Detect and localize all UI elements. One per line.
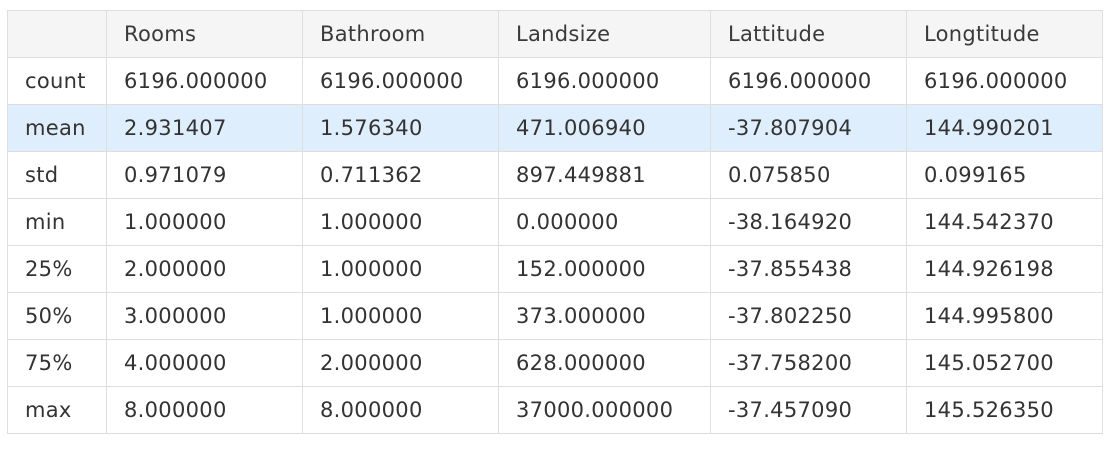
column-header-rooms: Rooms <box>106 10 303 58</box>
table-cell: 0.099165 <box>906 151 1103 199</box>
describe-table: Rooms Bathroom Landsize Lattitude Longti… <box>7 10 1103 434</box>
table-row-25pct: 25% 2.000000 1.000000 152.000000 -37.855… <box>7 245 1103 293</box>
table-cell: 6196.000000 <box>498 57 711 105</box>
table-row-min: min 1.000000 1.000000 0.000000 -38.16492… <box>7 198 1103 246</box>
table-cell: 152.000000 <box>498 245 711 293</box>
table-cell: 37000.000000 <box>498 386 711 434</box>
table-row-75pct: 75% 4.000000 2.000000 628.000000 -37.758… <box>7 339 1103 387</box>
row-label: count <box>7 57 107 105</box>
table-cell: 1.000000 <box>302 245 499 293</box>
table-row-50pct: 50% 3.000000 1.000000 373.000000 -37.802… <box>7 292 1103 340</box>
table-cell: -38.164920 <box>710 198 907 246</box>
table-cell: 145.052700 <box>906 339 1103 387</box>
table-cell: 3.000000 <box>106 292 303 340</box>
table-row-count: count 6196.000000 6196.000000 6196.00000… <box>7 57 1103 105</box>
table-cell: 8.000000 <box>302 386 499 434</box>
table-cell: 1.000000 <box>302 198 499 246</box>
table-row-mean: mean 2.931407 1.576340 471.006940 -37.80… <box>7 104 1103 152</box>
table-cell: 1.000000 <box>302 292 499 340</box>
row-label: 25% <box>7 245 107 293</box>
column-header-longtitude: Longtitude <box>906 10 1103 58</box>
table-cell: 145.526350 <box>906 386 1103 434</box>
table-cell: 6196.000000 <box>302 57 499 105</box>
table-cell: 144.990201 <box>906 104 1103 152</box>
header-row: Rooms Bathroom Landsize Lattitude Longti… <box>7 10 1103 58</box>
corner-cell <box>7 10 107 58</box>
table-row-max: max 8.000000 8.000000 37000.000000 -37.4… <box>7 386 1103 434</box>
describe-table-container: Rooms Bathroom Landsize Lattitude Longti… <box>7 10 1103 434</box>
row-label: 50% <box>7 292 107 340</box>
row-label: min <box>7 198 107 246</box>
table-cell: 2.000000 <box>302 339 499 387</box>
table-cell: 8.000000 <box>106 386 303 434</box>
table-cell: 2.931407 <box>106 104 303 152</box>
row-label: max <box>7 386 107 434</box>
table-cell: -37.802250 <box>710 292 907 340</box>
table-cell: 1.576340 <box>302 104 499 152</box>
table-cell: 144.995800 <box>906 292 1103 340</box>
table-cell: -37.807904 <box>710 104 907 152</box>
table-cell: -37.758200 <box>710 339 907 387</box>
table-cell: 2.000000 <box>106 245 303 293</box>
table-cell: 471.006940 <box>498 104 711 152</box>
table-cell: 0.711362 <box>302 151 499 199</box>
table-body: count 6196.000000 6196.000000 6196.00000… <box>7 57 1103 434</box>
table-cell: -37.457090 <box>710 386 907 434</box>
table-cell: 6196.000000 <box>710 57 907 105</box>
table-cell: 4.000000 <box>106 339 303 387</box>
table-header: Rooms Bathroom Landsize Lattitude Longti… <box>7 10 1103 58</box>
table-cell: 628.000000 <box>498 339 711 387</box>
table-cell: 6196.000000 <box>106 57 303 105</box>
table-cell: 0.075850 <box>710 151 907 199</box>
table-row-std: std 0.971079 0.711362 897.449881 0.07585… <box>7 151 1103 199</box>
table-cell: 1.000000 <box>106 198 303 246</box>
table-cell: 373.000000 <box>498 292 711 340</box>
column-header-bathroom: Bathroom <box>302 10 499 58</box>
table-cell: 144.542370 <box>906 198 1103 246</box>
table-cell: 0.000000 <box>498 198 711 246</box>
table-cell: -37.855438 <box>710 245 907 293</box>
column-header-lattitude: Lattitude <box>710 10 907 58</box>
column-header-landsize: Landsize <box>498 10 711 58</box>
row-label: mean <box>7 104 107 152</box>
row-label: 75% <box>7 339 107 387</box>
row-label: std <box>7 151 107 199</box>
table-cell: 0.971079 <box>106 151 303 199</box>
table-cell: 897.449881 <box>498 151 711 199</box>
table-cell: 6196.000000 <box>906 57 1103 105</box>
table-cell: 144.926198 <box>906 245 1103 293</box>
